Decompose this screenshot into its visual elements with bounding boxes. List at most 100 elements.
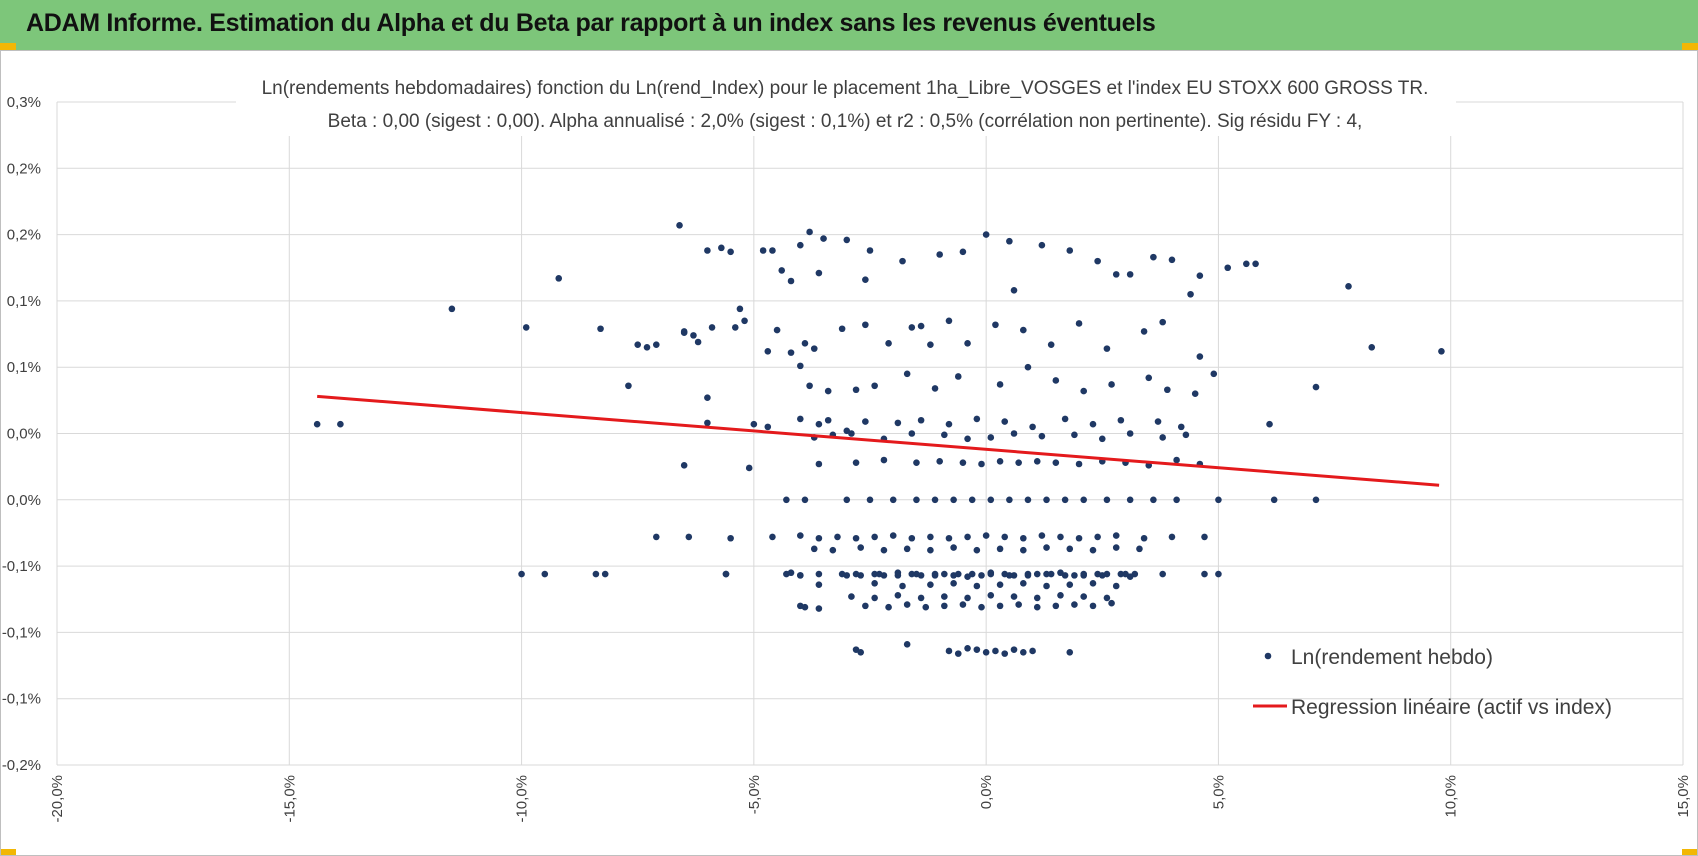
- data-point: [555, 275, 563, 282]
- data-point: [1312, 496, 1320, 504]
- data-point: [522, 324, 530, 331]
- y-tick-label: -0,2%: [2, 757, 41, 774]
- data-point: [931, 572, 939, 579]
- data-point: [815, 269, 823, 277]
- data-point: [1006, 237, 1013, 245]
- data-point: [843, 236, 851, 244]
- data-point: [1168, 533, 1176, 541]
- data-point: [708, 324, 716, 331]
- data-point: [1020, 326, 1027, 334]
- data-point: [931, 496, 939, 504]
- data-point: [680, 329, 688, 337]
- data-point: [954, 570, 962, 578]
- data-point: [643, 344, 651, 351]
- data-point: [1038, 532, 1046, 539]
- data-point: [1020, 534, 1027, 542]
- data-point: [1080, 593, 1088, 600]
- data-point: [1033, 570, 1041, 578]
- data-point: [1215, 570, 1222, 578]
- data-point: [964, 533, 971, 541]
- data-point: [1033, 603, 1041, 611]
- data-point: [797, 415, 804, 423]
- data-point: [694, 338, 702, 346]
- data-point: [889, 496, 897, 504]
- data-point: [676, 222, 683, 229]
- data-point: [852, 534, 860, 542]
- data-point: [941, 602, 948, 610]
- data-point: [913, 496, 920, 504]
- data-point: [871, 570, 878, 578]
- data-point: [987, 591, 995, 599]
- data-point: [889, 532, 897, 539]
- data-point: [797, 241, 804, 249]
- data-point: [903, 601, 911, 608]
- data-point: [1066, 545, 1074, 553]
- data-point: [1187, 290, 1194, 298]
- data-point: [1103, 594, 1111, 602]
- data-point: [1020, 648, 1027, 656]
- data-point: [1117, 416, 1125, 424]
- data-point: [908, 534, 916, 542]
- chart-title-line1: Ln(rendements hebdomadaires) fonction du…: [262, 78, 1429, 99]
- data-point: [1010, 646, 1018, 653]
- data-point: [1089, 602, 1097, 610]
- data-point: [838, 570, 846, 578]
- data-point: [927, 341, 934, 348]
- data-point: [1010, 593, 1018, 600]
- data-point: [1052, 459, 1060, 466]
- data-point: [908, 430, 916, 437]
- data-point: [1043, 570, 1050, 578]
- data-point: [1038, 432, 1046, 440]
- data-point: [917, 322, 925, 330]
- data-point: [1015, 601, 1022, 608]
- data-point: [931, 385, 939, 392]
- data-point: [1075, 534, 1083, 542]
- data-point: [922, 603, 930, 611]
- data-point: [759, 247, 767, 254]
- data-point: [973, 646, 981, 653]
- accent-corner-right: [1682, 43, 1698, 50]
- data-point: [1252, 260, 1259, 268]
- data-point: [1196, 272, 1204, 280]
- data-point: [848, 593, 855, 600]
- data-point: [1080, 496, 1088, 504]
- data-point: [1173, 456, 1180, 464]
- report-title: ADAM Informe. Estimation du Alpha et du …: [26, 9, 1156, 37]
- y-tick-label: 0,0%: [7, 426, 41, 443]
- data-point: [783, 496, 790, 504]
- data-point: [745, 464, 753, 472]
- data-point: [908, 324, 916, 331]
- legend-label-regression: Regression linéaire (actif vs index): [1291, 696, 1612, 719]
- data-point: [866, 247, 874, 254]
- data-point: [978, 460, 985, 468]
- data-point: [1057, 533, 1064, 541]
- data-point: [1182, 431, 1190, 439]
- data-point: [903, 370, 911, 378]
- accent-corner-bottom-right: [1682, 849, 1698, 856]
- data-point: [1001, 570, 1009, 578]
- data-point: [917, 416, 925, 424]
- data-point: [996, 545, 1004, 553]
- data-point: [1177, 423, 1185, 431]
- data-point: [982, 532, 990, 539]
- y-tick-label: 0,0%: [7, 492, 41, 509]
- data-point: [1089, 546, 1097, 554]
- y-tick-label: 0,3%: [7, 94, 41, 111]
- data-point: [1020, 580, 1027, 587]
- data-point: [941, 431, 948, 439]
- data-point: [899, 257, 906, 265]
- data-point: [652, 341, 660, 348]
- data-point: [797, 362, 804, 370]
- data-point: [959, 601, 967, 608]
- data-point: [764, 347, 772, 355]
- data-point: [871, 382, 878, 390]
- data-point: [1052, 377, 1060, 384]
- data-point: [871, 580, 878, 587]
- data-point: [857, 544, 865, 551]
- data-point: [950, 544, 957, 551]
- data-point: [448, 305, 456, 313]
- data-point: [959, 248, 967, 256]
- data-point: [1094, 257, 1101, 265]
- data-point: [894, 419, 902, 427]
- data-point: [1043, 582, 1050, 590]
